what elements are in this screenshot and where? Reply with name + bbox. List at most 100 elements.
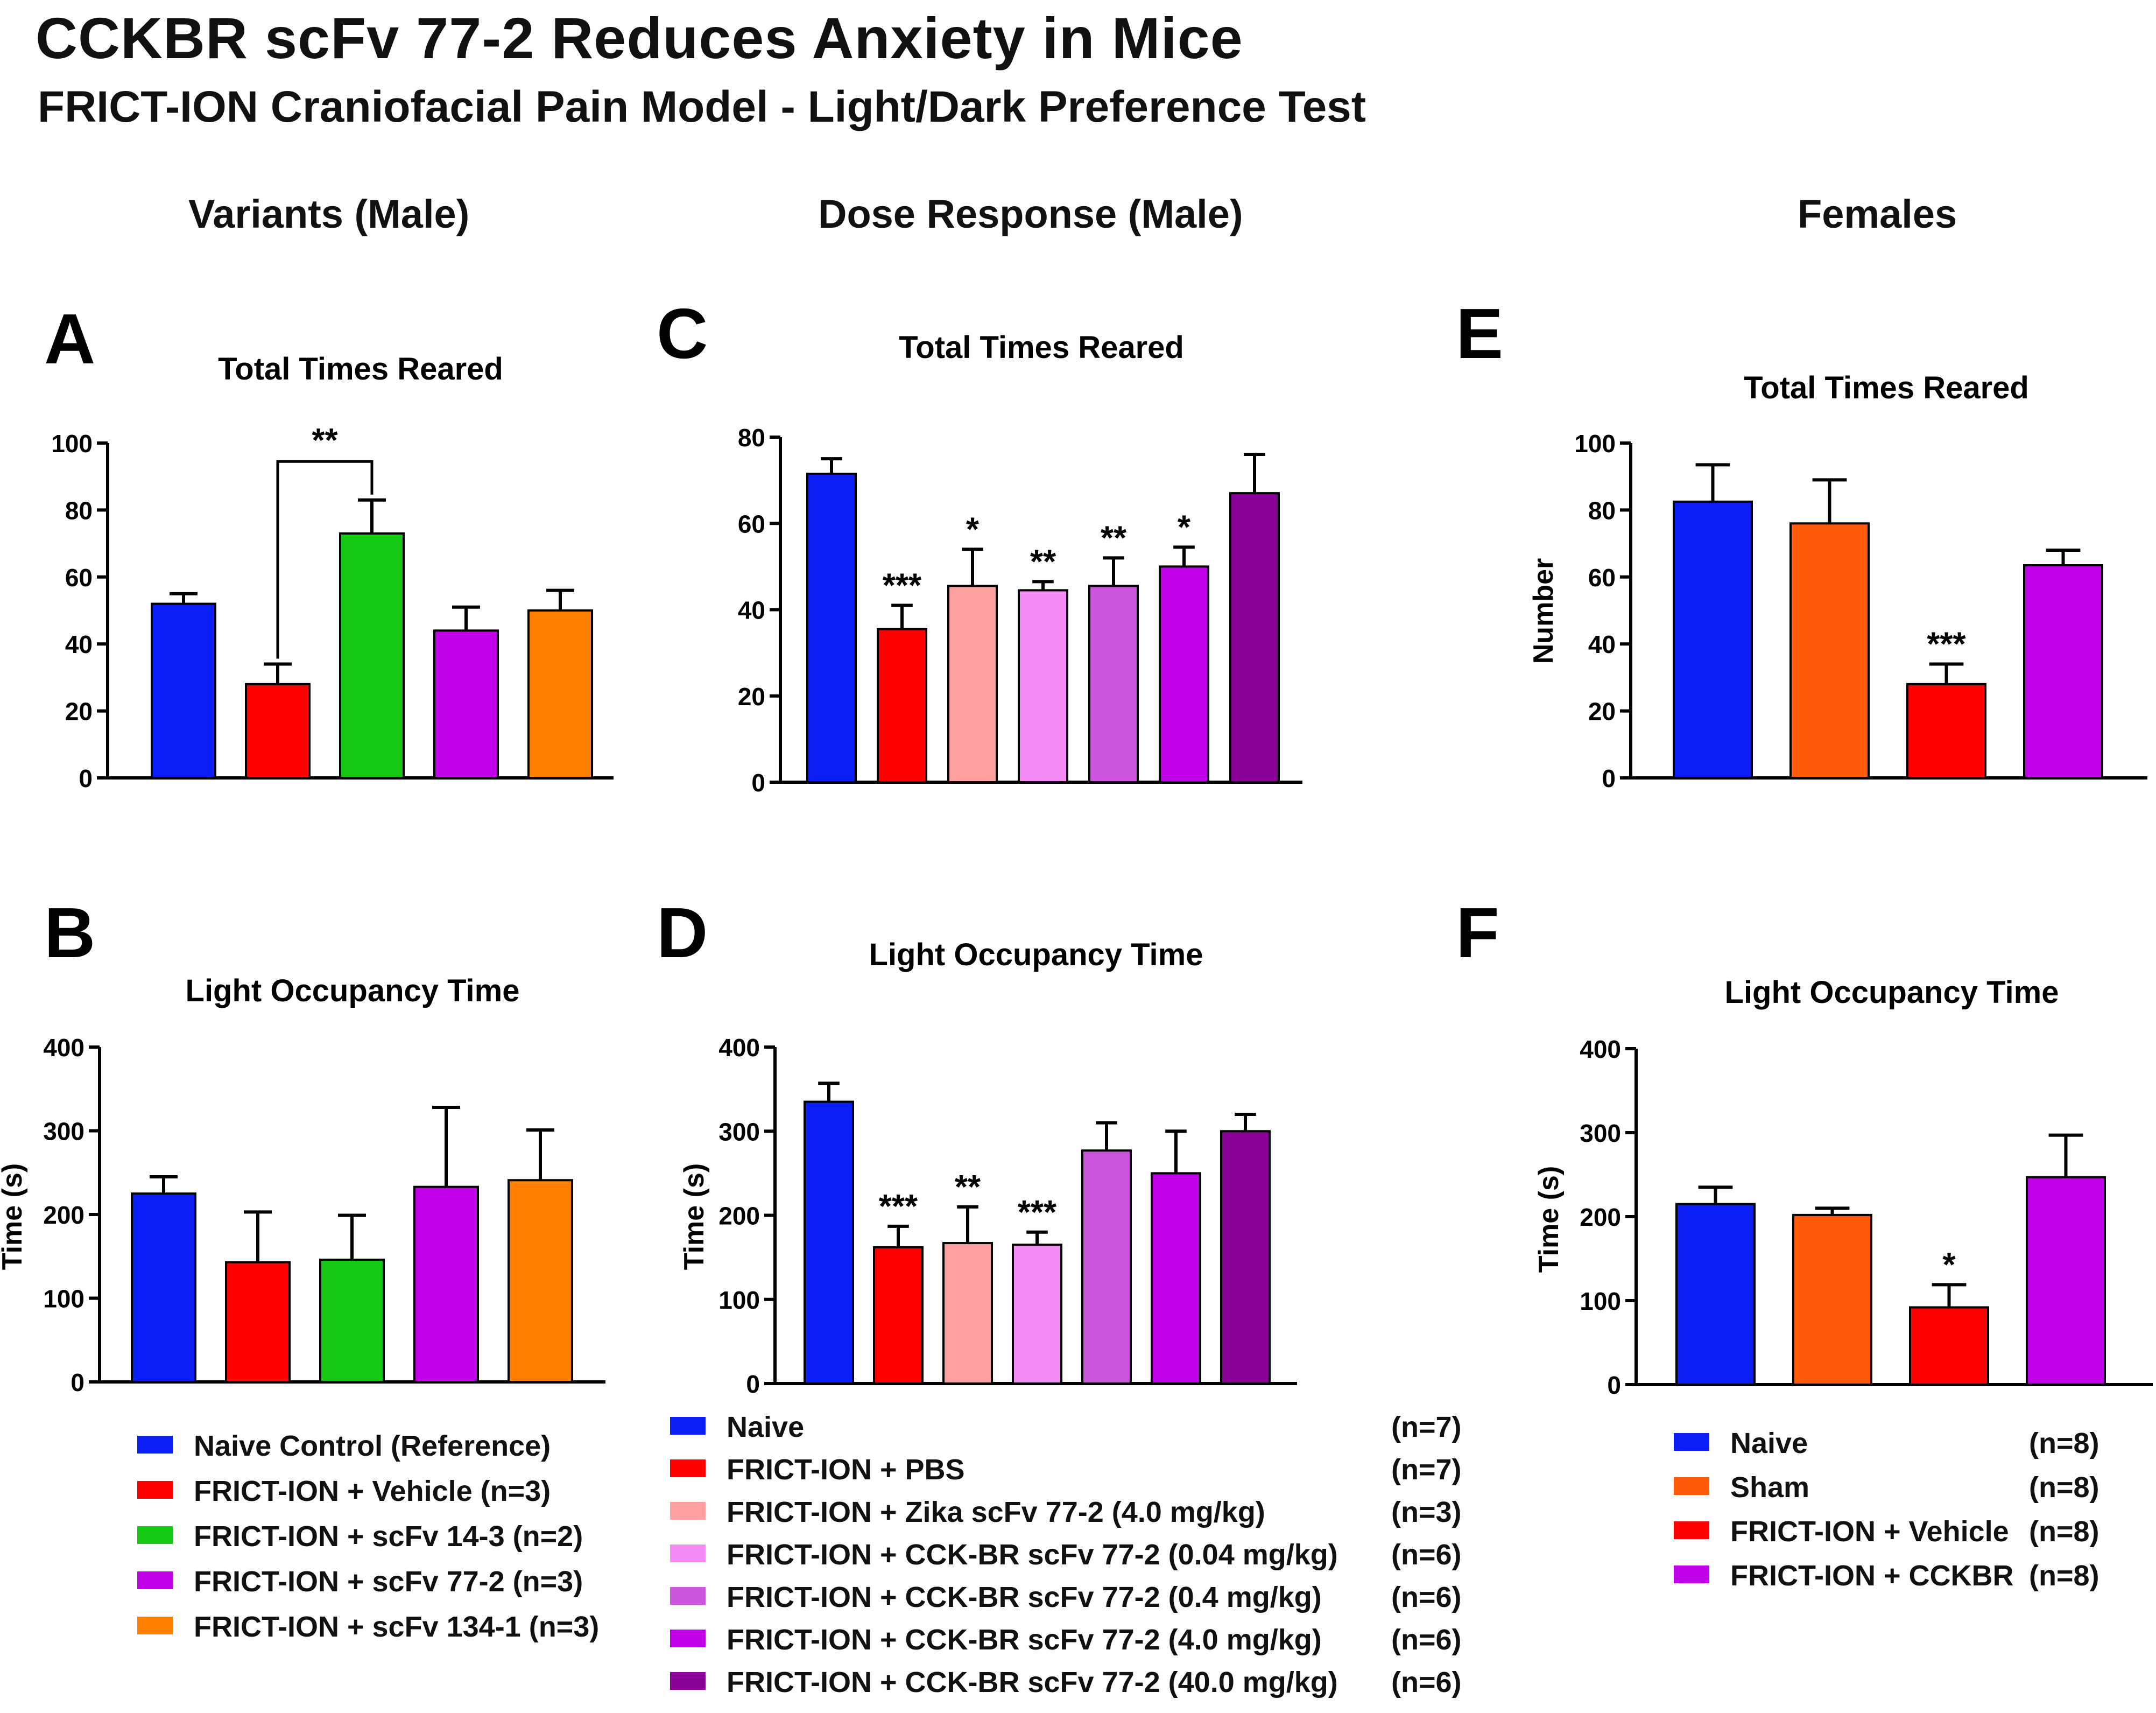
panel-c-letter: C [657,294,708,373]
panel-f-letter: F [1456,893,1499,972]
panel-b-letter: B [44,893,95,972]
legend-females-swatch [1674,1477,1709,1495]
panel-b-bar [319,1258,385,1383]
column-header-variants: Variants (Male) [188,192,470,236]
panel-e-ylabel: Number [1528,558,1559,664]
panel-f-tick-label: 300 [1580,1119,1621,1147]
legend-dose-label: FRICT-ION + PBS [727,1454,965,1486]
panel-a-bar [339,532,405,779]
legend-dose-n: (n=3) [1391,1496,1462,1528]
legend-females-n: (n=8) [2029,1560,2099,1592]
panel-d-ylabel: Time (s) [679,1163,710,1270]
legend-females-label: Naive [1730,1427,1808,1459]
panel-d-bar [804,1100,854,1385]
legend-variants-swatch [137,1481,173,1499]
panel-f-bar [1675,1203,1756,1386]
legend-dose-label: FRICT-ION + CCK-BR scFv 77-2 (0.4 mg/kg) [727,1581,1322,1613]
panel-c-significance: *** [883,567,922,604]
legend-females-n: (n=8) [2029,1427,2099,1459]
legend-dose-n: (n=6) [1391,1581,1462,1613]
panel-b-title: Light Occupancy Time [186,973,520,1008]
panel-e-tick-label: 0 [1602,764,1616,792]
panel-e-tick-label: 20 [1588,698,1616,726]
legend-variants-label: Naive Control (Reference) [194,1430,551,1462]
panel-b-bar [508,1179,573,1384]
panel-e-bar [2023,564,2103,780]
legend-variants-swatch [137,1617,173,1634]
panel-f-bar [1792,1213,1872,1386]
panel-b-tick-label: 0 [71,1368,84,1396]
legend-dose-label: FRICT-ION + CCK-BR scFv 77-2 (4.0 mg/kg) [727,1624,1322,1656]
panel-d-bar [942,1242,993,1385]
panel-e-tick-label: 40 [1588,630,1616,658]
panel-a-title: Total Times Reared [218,352,503,387]
panel-e-letter: E [1456,294,1503,373]
figure-title: CCKBR scFv 77-2 Reduces Anxiety in Mice [36,5,1243,71]
panel-b-tick-label: 100 [43,1285,84,1313]
legend-dose-label: FRICT-ION + CCK-BR scFv 77-2 (0.04 mg/kg… [727,1539,1338,1571]
legend-females-swatch [1674,1433,1709,1451]
legend-females-swatch [1674,1565,1709,1583]
panel-d-significance: *** [879,1188,918,1225]
panel-a-comparison-bracket [276,460,374,659]
panel-d-tick-label: 300 [718,1118,760,1146]
panel-f-tick-label: 200 [1580,1203,1621,1231]
panel-b-tick-label: 400 [43,1034,84,1062]
panel-d-tick-label: 0 [746,1370,760,1398]
panel-c-bar [1229,492,1280,783]
legend-dose-n: (n=6) [1391,1624,1462,1656]
panel-f-bar [1909,1306,1989,1386]
panel-c-title: Total Times Reared [899,330,1184,365]
panel-a-tick-label: 20 [65,698,93,726]
legend-variants-label: FRICT-ION + scFv 14-3 (n=2) [194,1520,583,1553]
panel-b-bar [225,1261,291,1384]
panel-a-tick-label: 0 [79,764,93,792]
panel-c-tick-label: 60 [738,510,765,538]
panel-a-bar [151,602,216,780]
panel-c-tick-label: 40 [738,596,765,624]
panel-c-bar [947,585,998,784]
panel-d-bar [1081,1149,1132,1385]
panel-f-tick-label: 100 [1580,1287,1621,1315]
panel-c-bar [1159,565,1209,783]
column-header-dose-response: Dose Response (Male) [818,192,1243,236]
panel-a-tick-label: 100 [51,430,93,458]
panel-f-title: Light Occupancy Time [1725,975,2059,1010]
legend-dose-n: (n=7) [1391,1454,1462,1486]
legend-females-label: Sham [1730,1471,1810,1504]
panel-e-tick-label: 80 [1588,496,1616,524]
column-header-females: Females [1798,192,1957,236]
legend-dose-n: (n=6) [1391,1666,1462,1698]
panel-c-significance: * [1178,509,1191,546]
panel-a-tick-label: 40 [65,630,93,658]
panel-d-title: Light Occupancy Time [869,937,1203,972]
panel-d-tick-label: 100 [718,1286,760,1314]
panel-c-bar [877,628,927,784]
panel-b-tick-label: 200 [43,1201,84,1229]
panel-e-significance: *** [1927,626,1966,663]
panel-c-tick-label: 0 [751,769,765,797]
legend-dose-label: FRICT-ION + CCK-BR scFv 77-2 (40.0 mg/kg… [727,1666,1338,1698]
figure-subtitle: FRICT-ION Craniofacial Pain Model - Ligh… [38,82,1366,131]
panel-d-bar [1012,1244,1062,1385]
legend-dose-swatch [670,1672,706,1690]
legend-dose-swatch [670,1502,706,1520]
panel-f-ylabel: Time (s) [1533,1166,1565,1273]
panel-a-bracket-label: ** [312,422,338,459]
panel-c-significance: ** [1030,543,1056,580]
legend-variants-swatch [137,1571,173,1589]
panel-d-significance: ** [955,1169,981,1206]
legend-females-n: (n=8) [2029,1515,2099,1548]
panel-d-bar [873,1246,924,1385]
panel-e-tick-label: 60 [1588,564,1616,592]
panel-d-bar [1220,1130,1271,1385]
legend-variants-label: FRICT-ION + scFv 134-1 (n=3) [194,1611,600,1643]
legend-variants-label: FRICT-ION + scFv 77-2 (n=3) [194,1565,583,1598]
panel-f-tick-label: 400 [1580,1035,1621,1063]
panel-c-tick-label: 20 [738,683,765,711]
panel-b-tick-label: 300 [43,1118,84,1146]
panel-a-letter: A [44,299,95,378]
legend-females-label: FRICT-ION + CCKBR [1730,1560,2014,1592]
legend-variants-swatch [137,1526,173,1544]
